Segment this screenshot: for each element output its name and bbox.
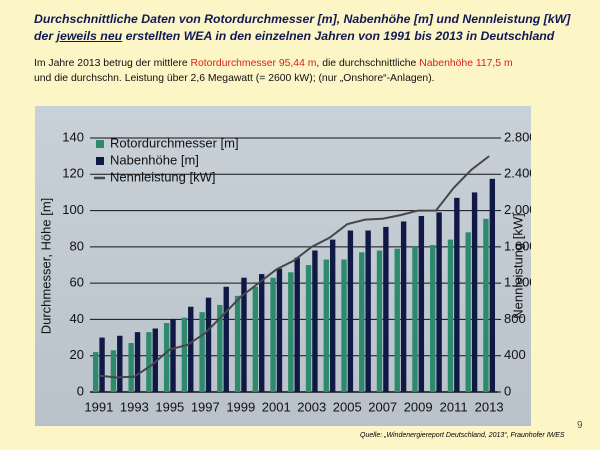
- legend-label: Rotordurchmesser [m]: [110, 135, 239, 150]
- bar: [163, 323, 170, 392]
- bar: [294, 257, 300, 392]
- x-tick-label: 2007: [368, 399, 397, 414]
- page-number: 9: [577, 420, 583, 431]
- bar: [188, 306, 194, 392]
- bar: [146, 332, 152, 392]
- bar: [241, 277, 247, 392]
- bar: [205, 297, 212, 392]
- source: Quelle: „Windenergiereport Deutschland, …: [360, 432, 565, 439]
- legend-swatch: [96, 140, 104, 148]
- title-part: jeweils neu: [56, 29, 123, 43]
- x-tick-label: 1995: [155, 399, 184, 414]
- y2-tick-label: 2.400: [504, 166, 531, 181]
- y2-tick-label: 1.200: [504, 275, 531, 290]
- bar: [454, 197, 460, 392]
- title-part: erstellten WEA in den einzelnen Jahren v…: [122, 29, 555, 43]
- bar: [217, 304, 223, 392]
- bar: [412, 246, 418, 392]
- y2-tick-label: 400: [504, 347, 526, 362]
- legend-label: Nabenhöhe [m]: [110, 152, 199, 167]
- bar: [418, 216, 425, 392]
- bar: [347, 230, 354, 392]
- bar: [383, 226, 389, 392]
- bar: [259, 274, 265, 392]
- y-tick-label: 80: [70, 238, 84, 253]
- bar: [483, 218, 489, 392]
- bar: [329, 239, 336, 392]
- bar: [436, 212, 442, 392]
- bar: [223, 286, 229, 392]
- subtitle-line: und die durchschn. Leistung über 2,6 Meg…: [34, 73, 435, 84]
- y2-tick-label: 0: [504, 383, 511, 398]
- subtitle-part: , die durchschnittliche: [316, 58, 420, 69]
- bar: [394, 248, 400, 392]
- bar: [170, 319, 176, 392]
- bar: [465, 232, 471, 392]
- line-series: [98, 155, 490, 379]
- bar: [234, 295, 241, 392]
- bar: [365, 230, 371, 392]
- bar: [471, 192, 478, 392]
- x-tick-label: 1999: [226, 399, 255, 414]
- bar: [92, 352, 99, 392]
- bar: [489, 178, 496, 392]
- subtitle-part: Im Jahre 2013 betrug der mittlere: [34, 58, 191, 69]
- bar: [117, 335, 123, 392]
- y2-tick-label: 1.600: [504, 238, 531, 253]
- y-tick-label: 40: [70, 311, 84, 326]
- bar: [276, 268, 283, 392]
- x-tick-label: 1997: [191, 399, 220, 414]
- bar: [447, 239, 454, 392]
- y-tick-label: 100: [62, 202, 84, 217]
- title-line: der jeweils neu erstellten WEA in den ei…: [34, 29, 554, 43]
- bar: [400, 221, 407, 392]
- x-tick-label: 2011: [440, 399, 468, 414]
- x-tick-label: 2005: [333, 399, 362, 414]
- subtitle-part: Nabenhöhe 117,5 m: [419, 58, 513, 69]
- y2-tick-label: 2.800: [504, 129, 531, 144]
- x-tick-label: 2003: [297, 399, 326, 414]
- title-line: Durchschnittliche Daten von Rotordurchme…: [34, 12, 571, 26]
- legend-swatch: [96, 157, 104, 165]
- x-tick-label: 1993: [120, 399, 149, 414]
- bar: [305, 265, 312, 392]
- x-tick-label: 2001: [262, 399, 291, 414]
- bar: [128, 343, 134, 392]
- bar: [252, 286, 259, 392]
- y-tick-label: 20: [70, 347, 84, 362]
- y2-axis-label: Nennleistung [kW]: [510, 213, 525, 319]
- subtitle-part: Rotordurchmesser 95,44 m: [190, 58, 317, 69]
- title-part: der: [34, 29, 57, 43]
- bar: [359, 252, 365, 392]
- y-tick-label: 120: [62, 166, 84, 181]
- bar: [323, 259, 329, 392]
- bar: [181, 317, 188, 392]
- bar: [110, 350, 117, 392]
- y-axis-label: Durchmesser, Höhe [m]: [38, 198, 53, 335]
- x-tick-label: 2013: [475, 399, 504, 414]
- bar: [270, 277, 276, 392]
- y-tick-label: 0: [77, 383, 84, 398]
- bar: [341, 259, 347, 392]
- x-tick-label: 1991: [84, 399, 113, 414]
- bar: [312, 250, 318, 392]
- x-tick-label: 2009: [404, 399, 433, 414]
- y-tick-label: 60: [70, 275, 84, 290]
- y2-tick-label: 800: [504, 311, 526, 326]
- bar: [376, 250, 383, 392]
- chart: Durchmesser, Höhe [m] Nennleistung [kW] …: [35, 106, 531, 426]
- bar: [199, 312, 205, 392]
- bar: [134, 332, 141, 392]
- y-tick-label: 140: [62, 129, 84, 144]
- bar: [430, 245, 436, 392]
- bar: [99, 337, 105, 392]
- subtitle-line: Im Jahre 2013 betrug der mittlere Rotord…: [34, 58, 513, 69]
- legend-label: Nennleistung [kW]: [110, 169, 216, 184]
- bar: [288, 272, 294, 392]
- bar: [152, 328, 158, 392]
- y2-tick-label: 2.000: [504, 202, 531, 217]
